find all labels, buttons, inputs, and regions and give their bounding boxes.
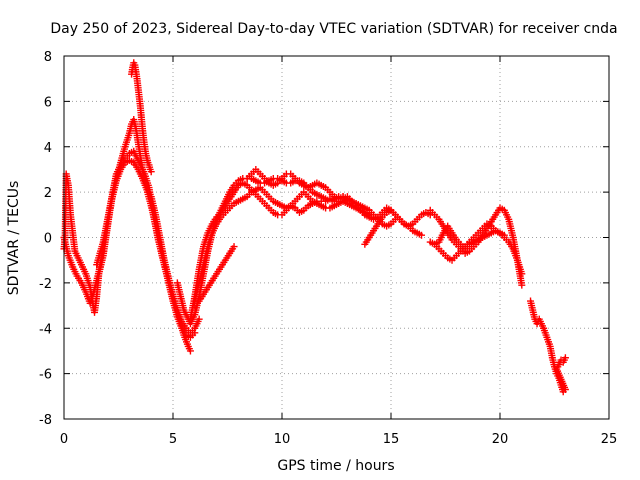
y-tick-label: 0 [44, 232, 52, 247]
y-tick-label: 8 [44, 50, 52, 65]
y-tick-label: -4 [39, 322, 52, 337]
data-point [418, 231, 426, 239]
series-spike [128, 59, 155, 176]
data-point [518, 281, 526, 289]
plot-frame [63, 55, 610, 420]
series-arc-8 [243, 165, 434, 230]
data-point [500, 231, 508, 239]
y-tick-label: -2 [39, 277, 52, 292]
y-tick-label: 2 [44, 186, 52, 201]
data-point [195, 315, 203, 323]
x-tick-label: 0 [60, 432, 68, 447]
x-tick-label: 15 [383, 432, 400, 447]
x-tick-label: 10 [274, 432, 291, 447]
series-arc-1 [60, 147, 194, 355]
y-axis-label: SDTVAR / TECUs [6, 181, 22, 296]
series-arc-3 [93, 116, 203, 337]
grid-layer [64, 56, 609, 419]
series-arc-13 [527, 297, 569, 396]
data-point [561, 354, 569, 362]
x-axis-label: GPS time / hours [277, 458, 394, 474]
series-arc-12 [431, 220, 508, 264]
y-tick-label: 4 [44, 141, 52, 156]
y-tick-label: 6 [44, 95, 52, 110]
chart-title: Day 250 of 2023, Sidereal Day-to-day VTE… [50, 21, 617, 37]
data-point [186, 347, 194, 355]
data-point [518, 270, 526, 278]
y-tick-label: -6 [39, 368, 52, 383]
x-tick-label: 25 [601, 432, 618, 447]
data-point [147, 168, 155, 176]
series-arc-9 [361, 206, 426, 248]
series-arc-6 [191, 184, 351, 305]
ticks-layer: 0 5 10 15 20 25 -8 -6 -4 -2 0 2 4 6 8 [39, 50, 617, 447]
x-tick-label: 5 [169, 432, 177, 447]
series-arc-7 [191, 243, 238, 310]
data-points [60, 59, 569, 396]
x-tick-label: 20 [492, 432, 509, 447]
y-tick-label: -8 [39, 413, 52, 428]
data-point [230, 243, 238, 251]
